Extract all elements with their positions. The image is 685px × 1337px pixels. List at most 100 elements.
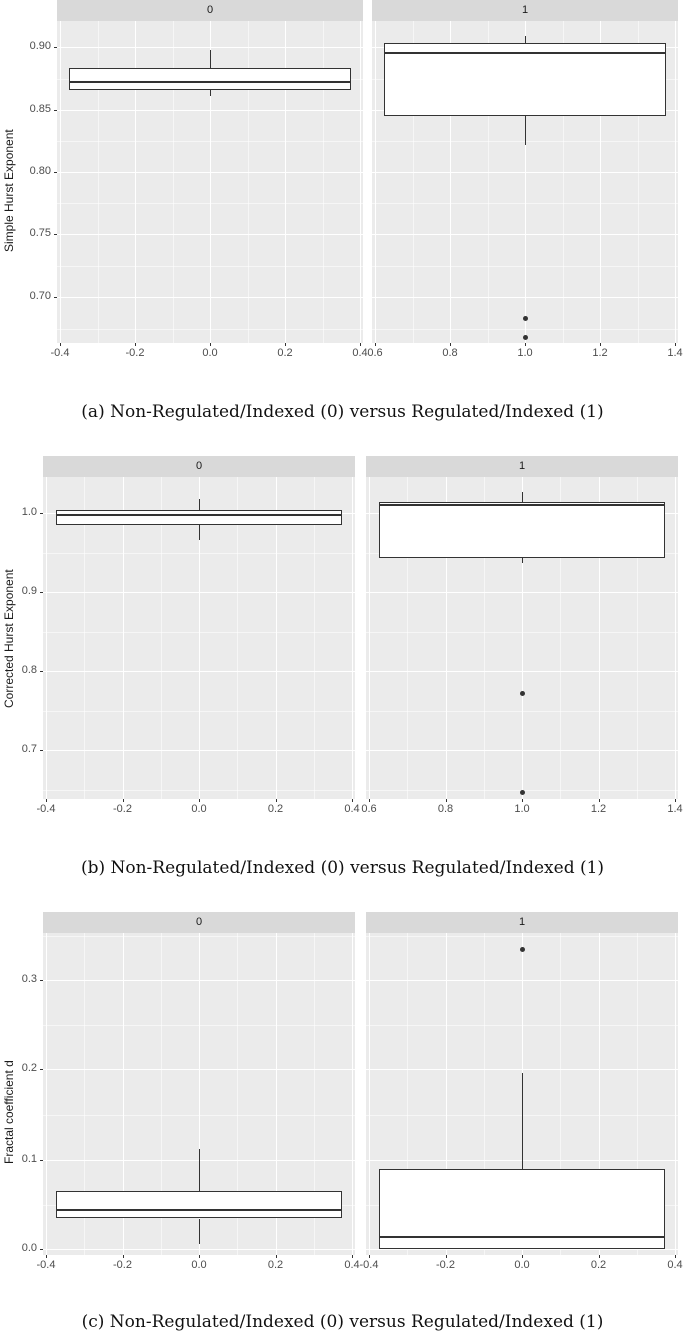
- y-tick-label: 0.8: [21, 664, 37, 676]
- facet-strip-1: 1: [366, 456, 678, 477]
- x-tick-label: 0.2: [267, 1259, 284, 1271]
- x-tick-mark: [522, 1255, 523, 1258]
- facet-panel-0: [57, 21, 363, 343]
- y-tick-label: 0.85: [29, 103, 51, 115]
- box-iqr: [55, 1190, 343, 1219]
- facet-panel-1: [372, 21, 678, 343]
- x-tick-label: 0.0: [514, 1259, 530, 1271]
- whisker-lower: [525, 115, 527, 145]
- x-tick-label: -0.2: [436, 1259, 455, 1271]
- facet-panel-1: [366, 477, 678, 799]
- y-tick-mark: [54, 234, 57, 235]
- x-tick-label: -0.4: [359, 1259, 379, 1271]
- facet-panel-0: [43, 933, 355, 1255]
- grid-line-major: [369, 477, 370, 799]
- facet-strip-0: 0: [43, 912, 355, 933]
- outlier-point: [520, 691, 525, 697]
- grid-line-minor: [636, 477, 638, 799]
- outlier-point: [523, 315, 528, 321]
- grid-line-major: [135, 21, 136, 343]
- x-tick-mark: [445, 799, 447, 802]
- x-tick-mark: [360, 343, 361, 346]
- grid-line-minor: [483, 477, 485, 799]
- x-tick-mark: [352, 799, 353, 802]
- grid-line-major: [600, 21, 601, 343]
- grid-line-minor: [560, 933, 562, 1255]
- median-line: [378, 1236, 666, 1239]
- y-tick-mark: [54, 172, 57, 173]
- whisker-upper: [522, 1073, 524, 1170]
- x-tick-label: 0.8: [437, 803, 454, 815]
- grid-line-minor: [97, 21, 99, 343]
- median-line: [69, 81, 351, 83]
- figure-caption: (b) Non-Regulated/Indexed (0) versus Reg…: [80, 858, 605, 878]
- grid-line-major: [369, 933, 370, 1255]
- grid-line-minor: [160, 477, 162, 799]
- figure-caption: (c) Non-Regulated/Indexed (0) versus Reg…: [81, 1312, 604, 1332]
- x-tick-label: 1.0: [514, 803, 530, 815]
- x-tick-label: 0.4: [344, 803, 360, 815]
- whisker-lower: [199, 1218, 201, 1244]
- x-tick-mark: [199, 1255, 200, 1258]
- y-tick-mark: [40, 513, 43, 514]
- grid-line-major: [122, 933, 124, 1255]
- y-tick-label: 1.0: [21, 506, 37, 518]
- grid-line-major: [352, 477, 353, 799]
- x-tick-label: 0.4: [344, 1259, 360, 1271]
- y-tick-label: 0.80: [29, 165, 51, 177]
- grid-line-minor: [84, 933, 86, 1255]
- whisker-lower: [522, 558, 524, 563]
- grid-line-minor: [247, 21, 249, 343]
- x-tick-label: 1.2: [592, 347, 608, 359]
- y-tick-mark: [40, 592, 43, 593]
- grid-line-minor: [172, 21, 174, 343]
- x-tick-mark: [352, 1255, 353, 1258]
- whisker-upper: [210, 49, 212, 69]
- x-tick-mark: [210, 343, 211, 346]
- figure-caption: (a) Non-Regulated/Indexed (0) versus Reg…: [81, 402, 604, 422]
- grid-line-major: [675, 21, 676, 343]
- y-tick-mark: [40, 1069, 43, 1070]
- grid-line-major: [285, 21, 286, 343]
- x-tick-mark: [445, 1255, 447, 1258]
- grid-line-minor: [407, 933, 409, 1255]
- median-line: [384, 52, 666, 55]
- whisker-upper: [199, 498, 201, 510]
- grid-line-major: [675, 477, 676, 799]
- grid-line-major: [275, 477, 277, 799]
- grid-line-minor: [407, 477, 409, 799]
- grid-line-major: [46, 933, 47, 1255]
- x-tick-label: 1.0: [517, 347, 533, 359]
- x-tick-label: -0.2: [113, 1259, 132, 1271]
- whisker-upper: [199, 1149, 201, 1191]
- grid-line-minor: [636, 933, 638, 1255]
- grid-line-major: [60, 21, 61, 343]
- grid-line-minor: [412, 21, 414, 343]
- x-tick-mark: [199, 799, 200, 802]
- x-tick-mark: [135, 343, 136, 346]
- y-tick-mark: [54, 47, 57, 48]
- x-tick-mark: [598, 1255, 600, 1258]
- x-tick-mark: [675, 343, 676, 346]
- whisker-upper: [525, 35, 527, 44]
- whisker-lower: [210, 89, 212, 96]
- grid-line-minor: [322, 21, 324, 343]
- box-iqr: [55, 509, 343, 525]
- x-tick-mark: [600, 343, 601, 346]
- box-iqr: [384, 43, 666, 116]
- x-tick-mark: [285, 343, 286, 346]
- x-tick-label: -0.4: [50, 347, 70, 359]
- box-iqr: [378, 1169, 666, 1249]
- x-tick-mark: [46, 1255, 47, 1258]
- x-tick-label: -0.4: [36, 803, 56, 815]
- x-tick-mark: [522, 799, 523, 802]
- y-tick-label: 0.2: [21, 1062, 37, 1074]
- grid-line-major: [360, 21, 361, 343]
- y-tick-mark: [54, 297, 57, 298]
- y-tick-label: 0.1: [21, 1153, 37, 1165]
- x-tick-label: 0.6: [367, 347, 383, 359]
- grid-line-major: [199, 477, 200, 799]
- grid-line-minor: [237, 933, 239, 1255]
- facet-strip-1: 1: [366, 912, 678, 933]
- whisker-upper: [522, 492, 524, 502]
